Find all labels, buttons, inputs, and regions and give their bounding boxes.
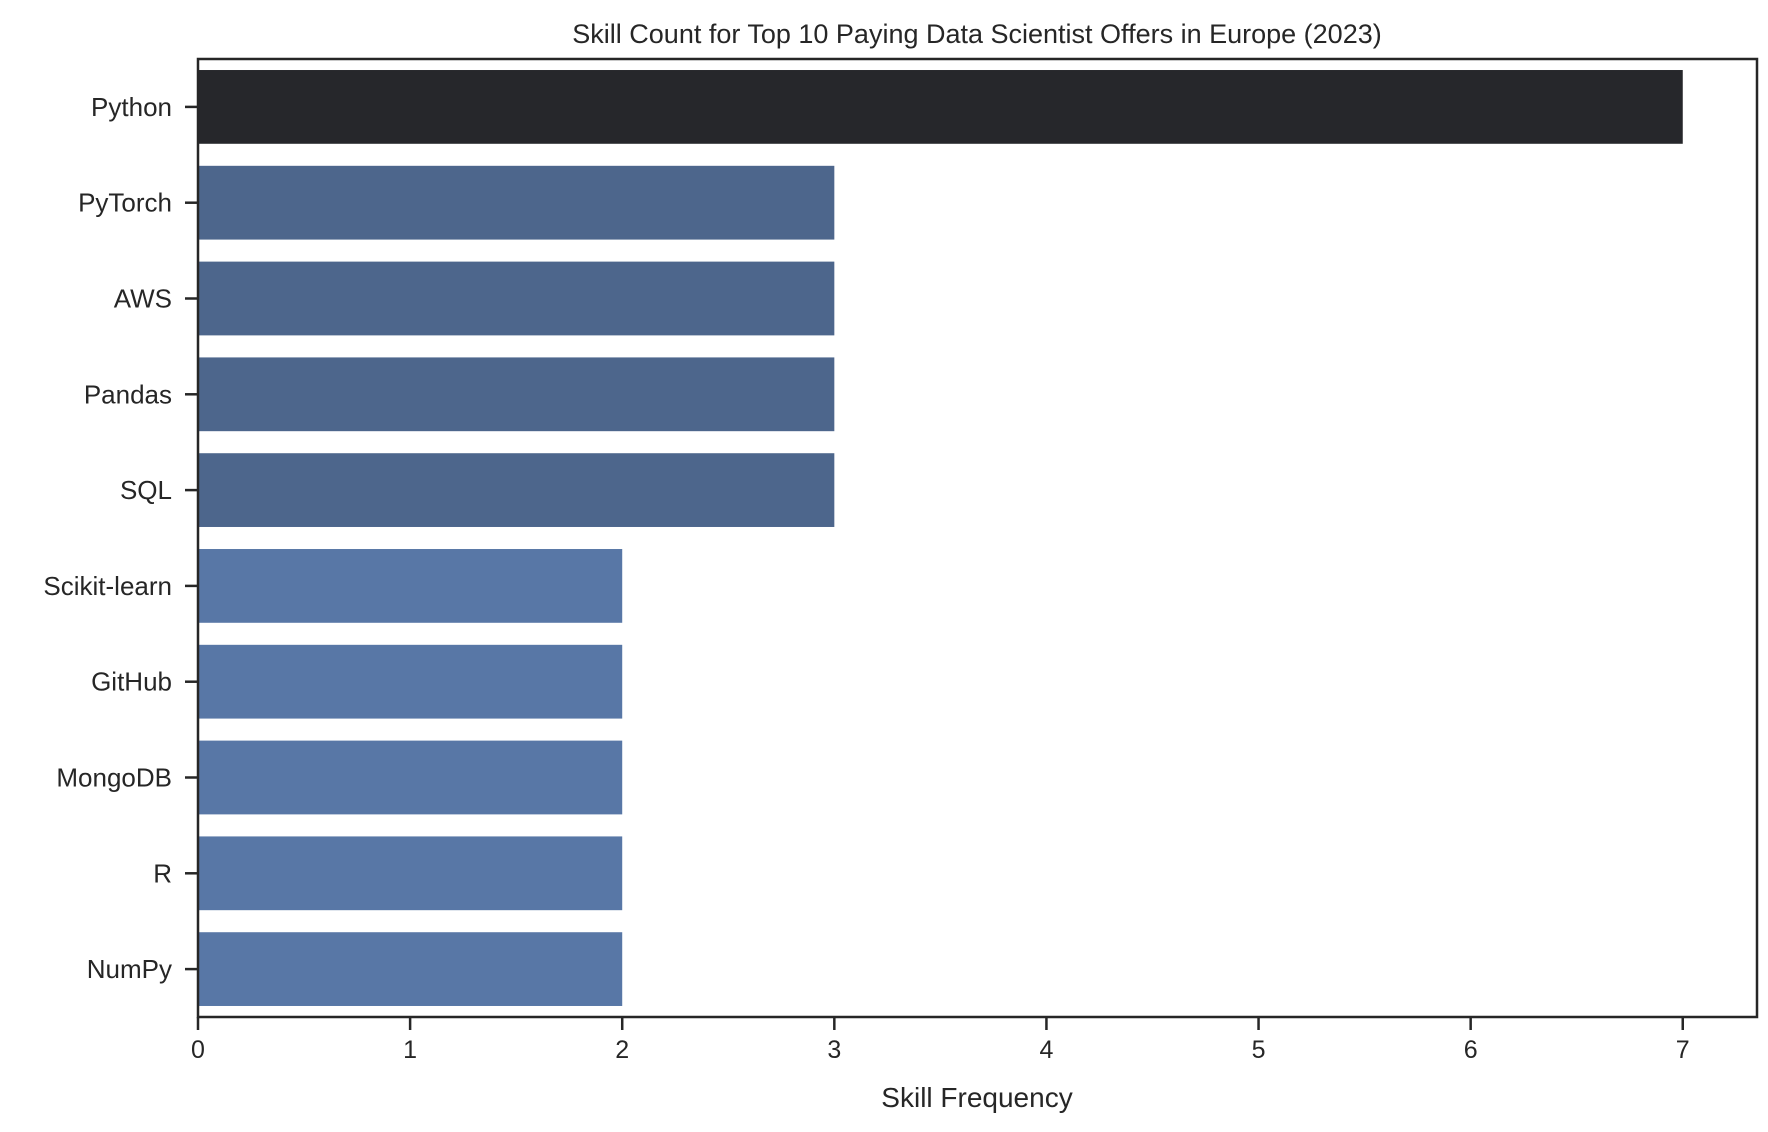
x-tick-label: 7	[1676, 1036, 1690, 1064]
x-axis-label: Skill Frequency	[881, 1082, 1072, 1113]
y-tick-label: Pandas	[84, 379, 172, 409]
bars-layer	[198, 70, 1683, 1006]
bar-scikit-learn	[198, 549, 623, 623]
x-tick-label: 2	[615, 1036, 629, 1064]
x-axis: 0 1 2 3 4 5 6 7	[191, 1017, 1690, 1064]
bar-mongodb	[198, 740, 623, 815]
bar-python	[198, 70, 1683, 144]
y-tick-label: GitHub	[91, 667, 172, 697]
x-tick-label: 5	[1252, 1036, 1266, 1064]
bar-sql	[198, 453, 835, 527]
x-tick-label: 3	[827, 1036, 841, 1064]
chart-title: Skill Count for Top 10 Paying Data Scien…	[572, 19, 1381, 49]
x-tick-label: 0	[191, 1036, 205, 1064]
x-tick-label: 1	[403, 1036, 417, 1064]
y-tick-label: MongoDB	[56, 763, 172, 793]
y-tick-label: R	[153, 858, 172, 888]
bar-numpy	[198, 932, 623, 1006]
x-tick-label: 6	[1464, 1036, 1478, 1064]
y-tick-label: AWS	[114, 284, 172, 314]
bar-pytorch	[198, 165, 835, 240]
y-axis: Python PyTorch AWS Pandas SQL Scikit-learn Git…	[43, 92, 198, 984]
y-tick-label: PyTorch	[78, 188, 172, 218]
y-tick-label: Scikit-learn	[43, 571, 172, 601]
bar-aws	[198, 261, 835, 336]
bar-pandas	[198, 357, 835, 432]
y-tick-label: SQL	[120, 475, 172, 505]
bar-r	[198, 836, 623, 911]
y-tick-label: Python	[91, 92, 172, 122]
plot-frame	[196, 57, 1759, 1019]
x-tick-label: 4	[1039, 1036, 1053, 1064]
bar-github	[198, 644, 623, 719]
y-tick-label: NumPy	[87, 954, 172, 984]
